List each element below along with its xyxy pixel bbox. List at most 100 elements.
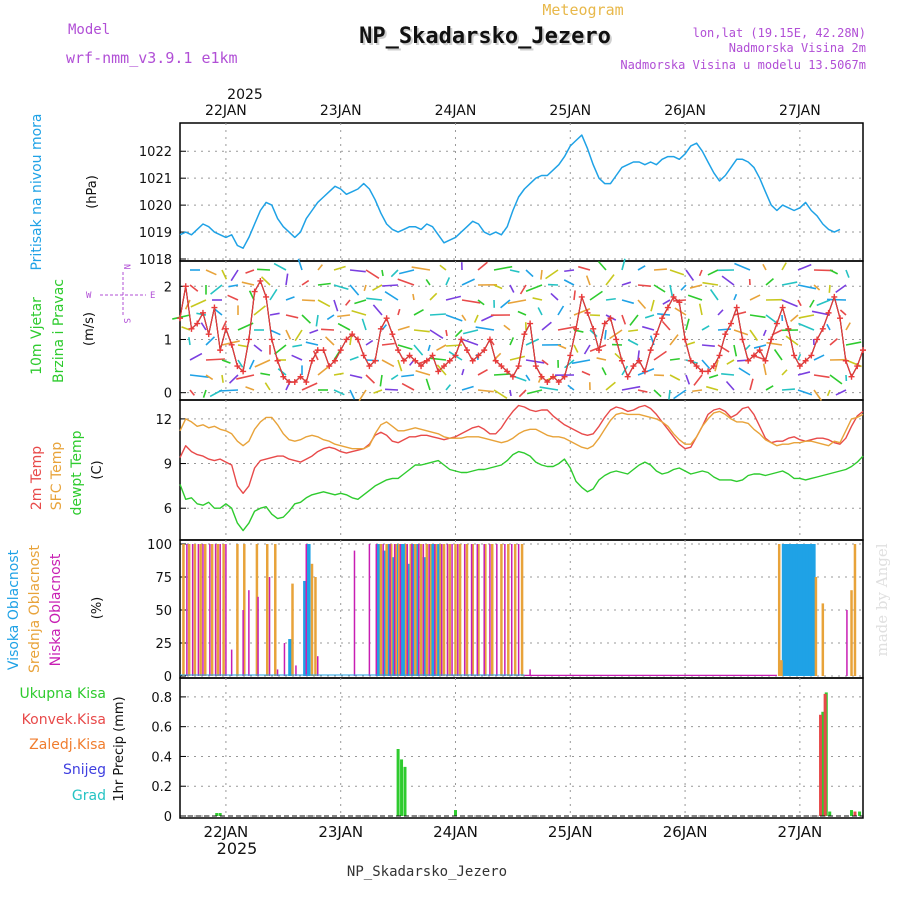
wind-speed-marker bbox=[527, 320, 534, 327]
wind-speed-marker bbox=[486, 336, 493, 343]
wind-arrow bbox=[537, 307, 543, 316]
wind-arrow bbox=[285, 329, 292, 340]
wind-arrow bbox=[285, 314, 299, 319]
wind-arrow bbox=[425, 378, 431, 391]
wind-speed-marker bbox=[779, 304, 786, 311]
wind-arrow bbox=[669, 334, 679, 346]
elevation-text: Nadmorska Visina 2m bbox=[729, 41, 866, 55]
wind-arrow bbox=[317, 264, 324, 271]
wind-arrow bbox=[539, 386, 559, 391]
wind-arrow bbox=[333, 372, 344, 376]
wind-arrow bbox=[397, 325, 410, 331]
wind-arrow bbox=[596, 357, 607, 361]
wind-arrow bbox=[493, 284, 503, 290]
cloud-low-bar bbox=[242, 610, 244, 676]
wind-arrow bbox=[816, 299, 831, 307]
wind-arrow bbox=[372, 284, 383, 292]
cloud-mid-bar bbox=[199, 544, 202, 676]
wind-arrow bbox=[733, 311, 747, 316]
cloud-mid-bar bbox=[187, 544, 191, 676]
cloud-mid-bar bbox=[507, 544, 510, 676]
cloud-label-high: Visoka Oblacnost bbox=[6, 549, 22, 670]
y-tick-label: 1021 bbox=[139, 172, 172, 187]
wind-arrow bbox=[227, 294, 239, 301]
wind-speed-marker bbox=[274, 357, 281, 364]
y-tick-label: 0.8 bbox=[151, 691, 172, 706]
cloud-label-low: Niska Oblacnost bbox=[48, 553, 64, 666]
wind-arrow bbox=[637, 389, 648, 393]
precip-total-bar bbox=[828, 811, 832, 816]
wind-speed-marker bbox=[716, 352, 723, 359]
wind-arrow bbox=[269, 288, 278, 301]
wind-speed-marker bbox=[860, 347, 866, 354]
cloud-high-bar bbox=[288, 639, 293, 676]
wind-arrow bbox=[382, 284, 399, 287]
wind-arrow bbox=[349, 269, 366, 273]
cloud-low-bar bbox=[316, 656, 319, 676]
wind-speed-marker bbox=[245, 336, 252, 343]
wind-speed-marker bbox=[418, 363, 425, 370]
wind-arrow bbox=[385, 388, 399, 391]
wind-arrow bbox=[749, 314, 766, 319]
wind-arrow bbox=[189, 352, 203, 361]
wind-arrow bbox=[413, 329, 430, 333]
wind-speed-marker bbox=[188, 325, 195, 332]
wind-speed-marker bbox=[406, 352, 413, 359]
wind-speed-marker bbox=[446, 357, 453, 364]
wind-arrow bbox=[294, 329, 303, 342]
wind-speed-marker bbox=[584, 309, 591, 316]
wind-arrow bbox=[241, 281, 255, 286]
wind-arrow bbox=[629, 314, 639, 326]
wind-arrow bbox=[809, 299, 815, 308]
wind-arrow bbox=[188, 337, 191, 346]
wind-speed-marker bbox=[400, 357, 407, 364]
legend-snow: Snijeg bbox=[63, 762, 106, 778]
wind-speed-marker bbox=[842, 357, 849, 364]
wind-arrow bbox=[829, 374, 843, 385]
wind-speed-marker bbox=[435, 368, 442, 375]
cloud-low-bar bbox=[393, 544, 396, 676]
model-value: wrf-nmm_v3.9.1 e1km bbox=[66, 49, 238, 67]
cloud-low-bar bbox=[202, 544, 204, 676]
wind-arrow bbox=[248, 359, 255, 370]
wind-arrow bbox=[845, 269, 850, 278]
cloud-low-bar bbox=[846, 610, 848, 676]
wind-arrow bbox=[797, 263, 812, 271]
wind-arrow bbox=[509, 337, 515, 346]
wind-arrow bbox=[839, 309, 847, 316]
wind-arrow bbox=[397, 344, 413, 350]
wind-speed-marker bbox=[458, 336, 465, 343]
wind-arrow bbox=[532, 297, 543, 301]
wind-arrow bbox=[397, 359, 403, 372]
bottom-day-label: 27JAN bbox=[777, 823, 822, 841]
wind-arrow bbox=[827, 298, 847, 301]
cloud-high-bar bbox=[303, 580, 308, 676]
cloud-low-bar bbox=[496, 544, 498, 676]
wind-arrow bbox=[429, 292, 438, 301]
wind-speed-marker bbox=[601, 320, 608, 327]
wind-speed-marker bbox=[182, 283, 189, 290]
cloud-mid-bar bbox=[821, 603, 825, 676]
wind-arrow bbox=[205, 374, 214, 381]
wind-arrow bbox=[669, 374, 681, 381]
wind-arrow bbox=[707, 269, 719, 276]
wind-speed-marker bbox=[837, 315, 844, 322]
wind-arrow bbox=[583, 344, 591, 355]
temp-unit: (C) bbox=[90, 460, 105, 479]
wind-arrow bbox=[401, 374, 415, 378]
cloud-low-bar bbox=[418, 544, 420, 676]
cloud-low-bar bbox=[225, 544, 227, 676]
legend-freezing-rain: Zaledj.Kisa bbox=[29, 737, 106, 753]
wind-arrow bbox=[461, 385, 474, 391]
wind-speed-marker bbox=[222, 325, 229, 332]
wind-speed-marker bbox=[372, 357, 379, 364]
y-tick-label: 0 bbox=[164, 387, 172, 402]
wind-speed-marker bbox=[699, 368, 706, 375]
wind-arrow bbox=[749, 378, 754, 391]
wind-arrow bbox=[363, 284, 367, 292]
wind-arrow bbox=[349, 284, 360, 296]
wind-arrow bbox=[351, 310, 367, 316]
cloud-low-bar bbox=[382, 544, 384, 676]
wind-arrow bbox=[721, 372, 735, 376]
wind-arrow bbox=[509, 389, 512, 397]
